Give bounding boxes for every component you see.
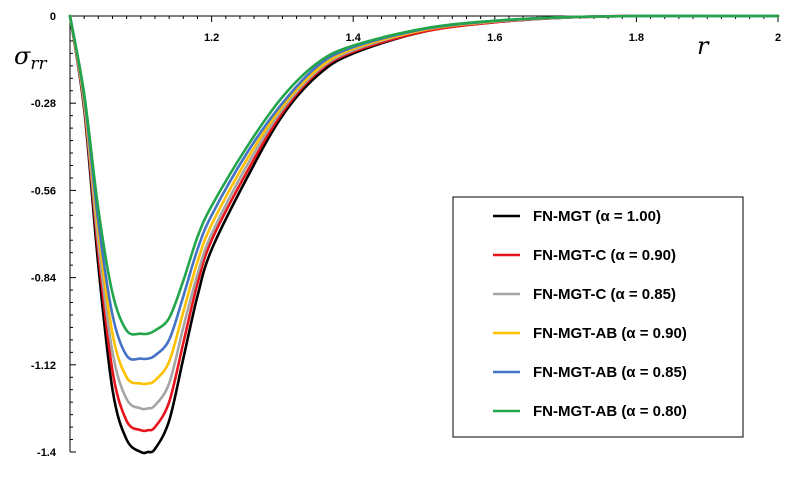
legend-box — [452, 196, 744, 438]
x-tick-label: 1.8 — [629, 32, 644, 44]
series-group — [68, 14, 780, 455]
y-tick-label: -1.4 — [37, 447, 57, 459]
legend-label-2: FN-MGT-C (α = 0.90) — [533, 247, 676, 264]
legend-label-6: FN-MGT-AB (α = 0.80) — [533, 403, 687, 420]
y-tick-label: 0 — [50, 11, 56, 23]
x-tick-label: 1.4 — [346, 32, 362, 44]
y-tick-label: -0.56 — [31, 185, 56, 197]
x-tick-label: 1.6 — [487, 32, 502, 44]
legend-label-4: FN-MGT-AB (α = 0.90) — [533, 325, 687, 342]
legend-label-5: FN-MGT-AB (α = 0.85) — [533, 364, 687, 381]
y-axis-title: σrr — [14, 42, 48, 74]
legend: FN-MGT (α = 1.00) FN-MGT-C (α = 0.90) FN-M… — [452, 196, 744, 438]
x-tick-label: 2 — [775, 32, 781, 44]
y-tick-label: -0.84 — [31, 273, 57, 285]
y-tick-label: -1.12 — [31, 360, 56, 372]
legend-label-1: FN-MGT (α = 1.00) — [533, 208, 661, 225]
legend-label-3: FN-MGT-C (α = 0.85) — [533, 286, 676, 303]
y-tick-label: -0.28 — [31, 98, 56, 110]
axes: 1.2 1.4 1.6 1.8 2 0 -0.28 -0.56 -0.84 -1.12 -1.4 — [31, 11, 781, 459]
x-axis-title: r — [697, 32, 710, 60]
x-tick-label: 1.2 — [204, 32, 219, 44]
series-line-6 — [68, 14, 780, 336]
